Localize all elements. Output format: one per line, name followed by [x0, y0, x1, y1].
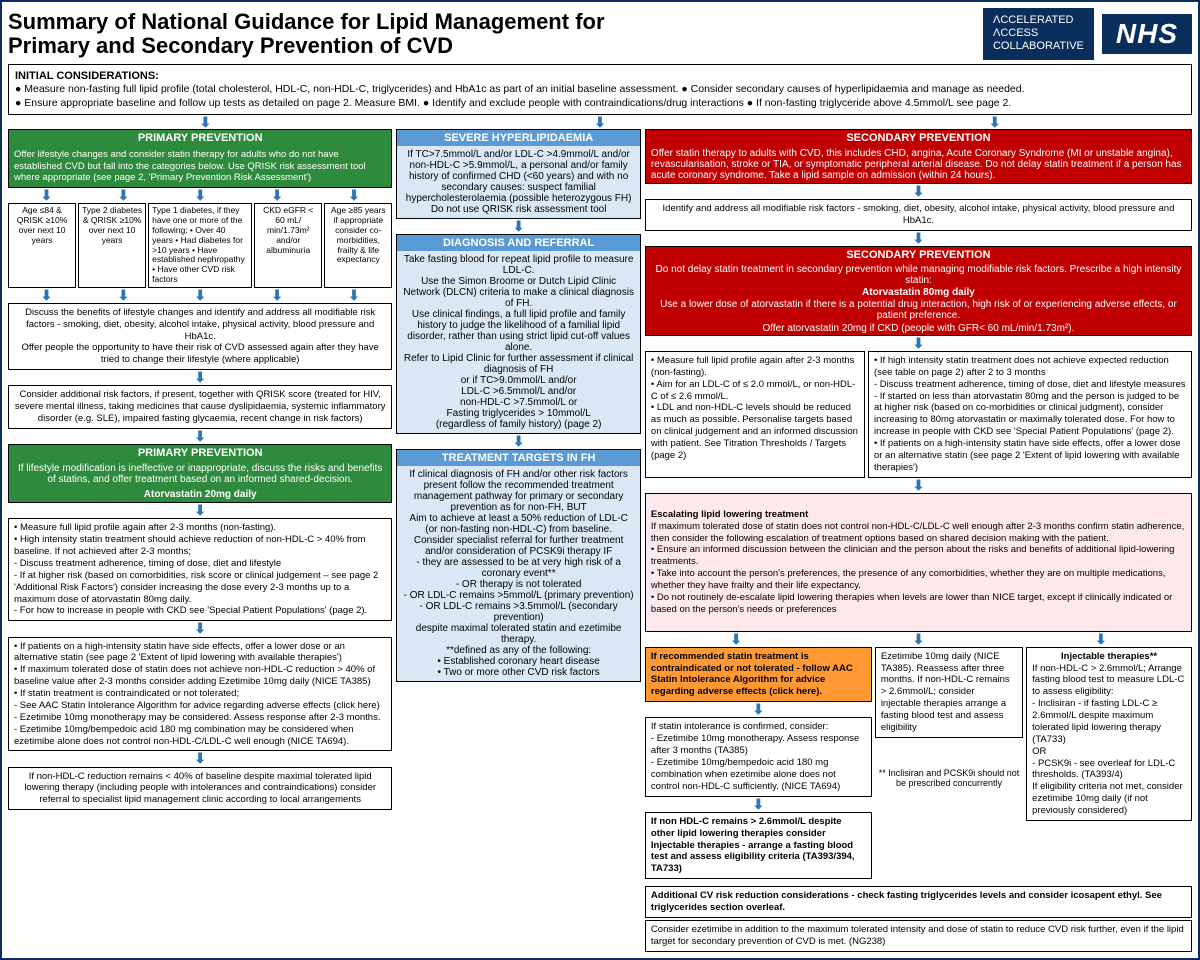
- additional-risk-box: Consider additional risk factors, if pre…: [8, 385, 392, 429]
- ng238-box: Consider ezetimibe in addition to the ma…: [645, 920, 1192, 952]
- category-boxes: Age ≤84 & QRISK ≥10% over next 10 years …: [8, 203, 392, 287]
- diagnosis-referral: DIAGNOSIS AND REFERRAL Take fasting bloo…: [396, 234, 641, 434]
- primary-prevention-header: PRIMARY PREVENTION Offer lifestyle chang…: [8, 129, 392, 189]
- lifestyle-box: Discuss the benefits of lifestyle change…: [8, 303, 392, 370]
- primary-prevention-2: PRIMARY PREVENTION If lifestyle modifica…: [8, 444, 392, 503]
- sp-measure-left: • Measure full lipid profile again after…: [645, 351, 865, 478]
- aac-logo: ΛCCELERATEDΛCCESSCOLLABORATIVE: [983, 8, 1094, 60]
- intolerance-box: If recommended statin treatment is contr…: [645, 647, 872, 703]
- nhs-logo: NHS: [1102, 14, 1192, 54]
- intol-confirm-box: If statin intolerance is confirmed, cons…: [645, 717, 872, 796]
- sp-measure-right: • If high intensity statin treatment doe…: [868, 351, 1192, 478]
- severe-hyperlipidaemia: SEVERE HYPERLIPIDAEMIA If TC>7.5mmol/L a…: [396, 129, 641, 219]
- measure-box: • Measure full lipid profile again after…: [8, 518, 392, 621]
- initial-considerations: INITIAL CONSIDERATIONS: ● Measure non-fa…: [8, 64, 1192, 116]
- referral-box: If non-HDL-C reduction remains < 40% of …: [8, 767, 392, 811]
- secondary-prevention-2: SECONDARY PREVENTION Do not delay statin…: [645, 246, 1192, 336]
- page-title: Summary of National Guidance for Lipid M…: [8, 10, 605, 58]
- modifiable-risk-box: Identify and address all modifiable risk…: [645, 199, 1192, 231]
- injectable-box: Injectable therapies** If non-HDL-C > 2.…: [1026, 647, 1192, 821]
- secondary-prevention-header: SECONDARY PREVENTION Offer statin therap…: [645, 129, 1192, 184]
- concurrent-note: ** Inclisiran and PCSK9i should not be p…: [875, 768, 1023, 788]
- ezetimibe-box: Ezetimibe 10mg daily (NICE TA385). Reass…: [875, 647, 1023, 738]
- escalating-box: Escalating lipid lowering treatment If m…: [645, 493, 1192, 632]
- side-effects-box: • If patients on a high-intensity statin…: [8, 637, 392, 752]
- treatment-targets: TREATMENT TARGETS IN FH If clinical diag…: [396, 449, 641, 682]
- nonhdl-box: If non HDL-C remains > 2.6mmol/L despite…: [645, 812, 872, 879]
- additional-cv-box: Additional CV risk reduction considerati…: [645, 886, 1192, 918]
